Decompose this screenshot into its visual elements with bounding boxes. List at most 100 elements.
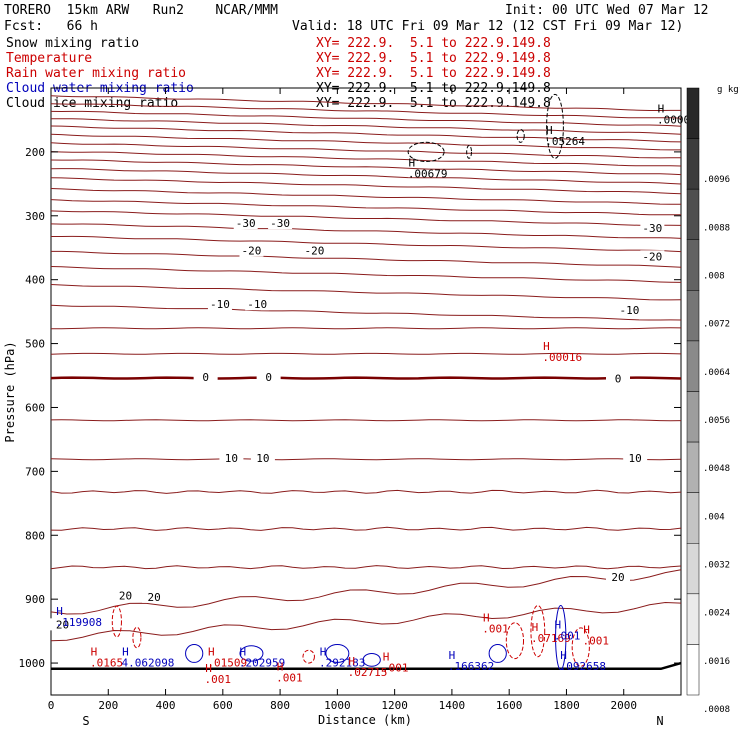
maximum-marker: H xyxy=(449,649,456,662)
colorbar-tick-label: .0064 xyxy=(703,368,730,378)
isotherm-line xyxy=(50,210,682,226)
maximum-marker: H xyxy=(543,340,550,353)
maximum-marker: H xyxy=(205,662,212,675)
contour-label-bg xyxy=(606,372,630,385)
x-tick-label: 2000 xyxy=(610,699,637,712)
contour-label-bg xyxy=(113,589,138,602)
isotherm-line xyxy=(50,95,681,111)
mixing-ratio-contour xyxy=(362,652,381,667)
colorbar-segment xyxy=(686,441,700,493)
colorbar-segment xyxy=(686,543,700,595)
maximum-marker: H xyxy=(56,605,63,618)
contour-value-label: 0 xyxy=(202,371,209,384)
mixing-ratio-contour xyxy=(239,645,264,662)
contour-label-bg xyxy=(219,452,244,465)
colorbar-tick-label: .0088 xyxy=(703,223,730,233)
x-tick-label: 600 xyxy=(213,699,233,712)
isotherm-line xyxy=(50,489,682,494)
contour-value-label: -30 xyxy=(236,217,256,230)
x-tick-label: 1600 xyxy=(496,699,523,712)
maximum-marker: H xyxy=(658,102,665,115)
maximum-value: .07169 xyxy=(531,632,571,645)
isotherm-line xyxy=(50,223,682,239)
cloud-ice-contour xyxy=(466,144,472,159)
maximum-value: 4.062098 xyxy=(121,656,174,669)
colorbar-tick-label: .0048 xyxy=(703,464,730,474)
contour-label-bg xyxy=(233,217,258,230)
colorbar-unit: g kg⁻¹ xyxy=(717,85,740,95)
mixing-ratio-contour xyxy=(505,622,525,660)
mixing-ratio-contour xyxy=(555,604,567,670)
isotherm-line xyxy=(50,569,682,615)
isotherm-line xyxy=(51,250,682,268)
maximum-marker: H xyxy=(546,124,553,137)
maximum-marker: H xyxy=(383,650,390,663)
maximum-value: .119908 xyxy=(56,616,102,629)
isotherm-line xyxy=(51,118,682,135)
x-tick-label: 0 xyxy=(48,699,55,712)
init-time: Init: 00 UTC Wed 07 Mar 12 xyxy=(505,3,709,18)
y-tick-label: 500 xyxy=(25,338,45,351)
colorbar-tick-label: .0072 xyxy=(703,320,730,330)
cloud-ice-contour xyxy=(407,141,445,162)
contour-value-label: 0 xyxy=(265,371,272,384)
isotherm-line xyxy=(50,266,682,283)
legend-cloud-ice-label: Cloud ice mixing ratio xyxy=(6,96,179,111)
colorbar-tick-label: .0032 xyxy=(703,561,730,571)
contour-value-label: 10 xyxy=(629,452,642,465)
maximum-value: .00016 xyxy=(542,351,582,364)
maximum-value: .0000 xyxy=(657,113,690,126)
isotherm-line xyxy=(50,284,682,301)
legend-temperature-xy: XY= 222.9. 5.1 to 222.9.149.8 xyxy=(316,51,551,66)
contour-value-label: -30 xyxy=(642,222,662,235)
contour-value-label: -20 xyxy=(242,245,262,258)
isotherm-line xyxy=(50,419,682,422)
maximum-value: .001 xyxy=(205,673,232,686)
maximum-value: .001 xyxy=(482,623,509,636)
contour-value-label: 20 xyxy=(119,590,132,603)
maximum-value: .00679 xyxy=(408,168,448,181)
contour-value-label: -20 xyxy=(642,250,662,263)
legend-snow-xy: XY= 222.9. 5.1 to 222.9.149.8 xyxy=(316,36,551,51)
contour-label-bg xyxy=(623,452,648,465)
isotherm-line xyxy=(50,304,682,321)
maximum-marker: H xyxy=(348,655,355,668)
isotherm-line xyxy=(50,601,682,642)
contour-label-bg xyxy=(640,250,665,263)
maximum-marker: H xyxy=(240,645,247,658)
contour-label-bg xyxy=(50,618,75,631)
isotherm-line xyxy=(50,125,682,143)
isotherm-line xyxy=(50,133,681,151)
ground-line xyxy=(51,661,682,671)
x-tick-label: 1200 xyxy=(381,699,408,712)
legend-rain-xy: XY= 222.9. 5.1 to 222.9.149.8 xyxy=(316,66,551,81)
contour-label-bg xyxy=(268,217,293,230)
isotherm-line xyxy=(50,168,682,185)
contour-value-label: -10 xyxy=(247,298,267,311)
colorbar-segment xyxy=(686,593,700,645)
contour-value-label: -10 xyxy=(620,304,640,317)
isotherm-line xyxy=(50,376,682,380)
colorbar-tick-label: .0016 xyxy=(703,657,730,667)
maximum-value: .166362 xyxy=(448,660,494,673)
contour-value-label: 20 xyxy=(147,591,160,604)
isotherm-line xyxy=(50,565,682,570)
mixing-ratio-contour xyxy=(571,627,590,667)
maximum-marker: H xyxy=(208,645,215,658)
contour-value-label: 0 xyxy=(615,372,622,385)
maximum-marker: H xyxy=(560,649,567,662)
contour-value-label: -30 xyxy=(270,217,290,230)
colorbar-segment xyxy=(686,239,700,291)
maximum-value: .01509 xyxy=(207,656,247,669)
isotherm-line xyxy=(50,103,682,119)
contour-label-bg xyxy=(245,298,270,311)
cloud-ice-contour xyxy=(546,93,564,159)
legend-snow-label: Snow mixing ratio xyxy=(6,36,140,51)
contour-value-label: 10 xyxy=(256,452,269,465)
x-tick-label: 1800 xyxy=(553,699,580,712)
maximum-value: .202959 xyxy=(239,656,285,669)
colorbar-tick-label: .008 xyxy=(703,272,725,282)
contour-label-bg xyxy=(207,298,232,311)
legend-temperature-label: Temperature xyxy=(6,51,93,66)
